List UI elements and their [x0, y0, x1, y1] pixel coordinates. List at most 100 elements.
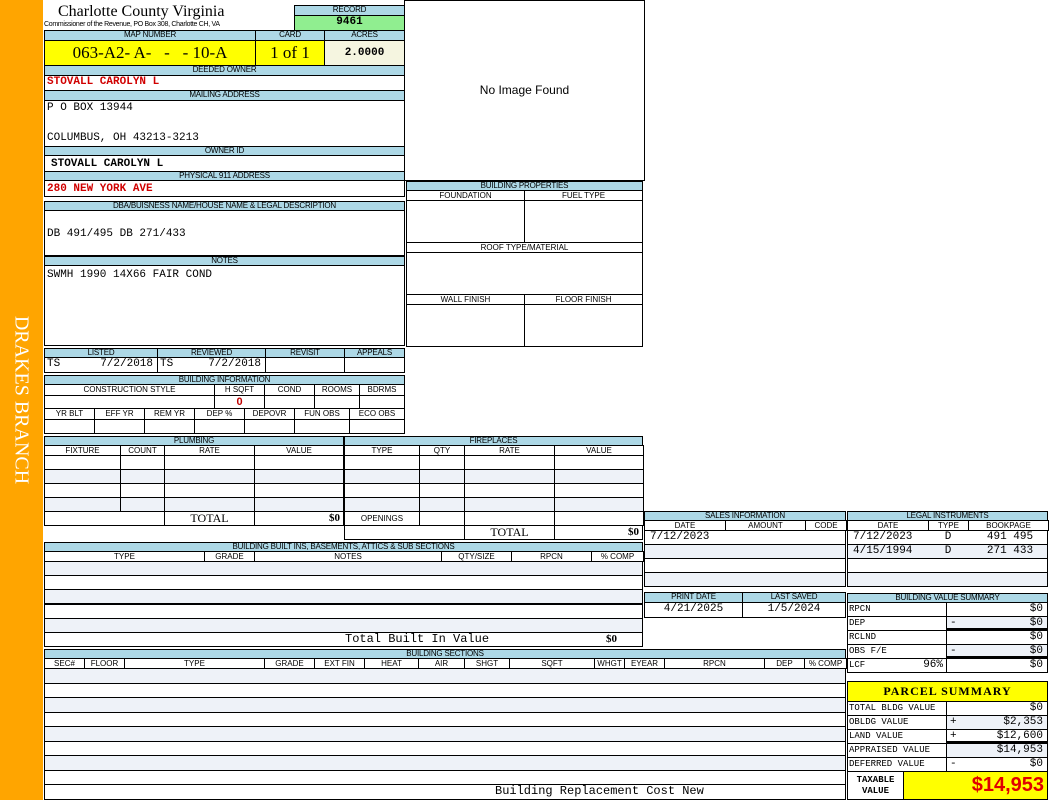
- bvs-value: $0: [1029, 645, 1043, 657]
- building-info-value: [359, 395, 405, 409]
- acres-value: 2.0000: [324, 40, 405, 66]
- plumbing-cell: [44, 469, 121, 484]
- plumbing-cell: [120, 455, 165, 470]
- building-info-value: [264, 395, 315, 409]
- built-ins-row: [44, 617, 643, 633]
- fireplace-cell: [464, 469, 555, 484]
- plumbing-cell: [254, 483, 344, 498]
- built-ins-total: $0: [606, 633, 617, 645]
- legal-date: 7/12/2023: [853, 531, 913, 543]
- parcel-summary-label: PARCEL SUMMARY: [847, 681, 1048, 702]
- parcel-label: OBLDG VALUE: [847, 715, 947, 730]
- plumbing-cell: [164, 469, 255, 484]
- built-ins-total-row: [44, 632, 643, 647]
- legal-row: [847, 572, 1048, 587]
- sales-row: [644, 558, 846, 573]
- openings-label: OPENINGS: [344, 511, 420, 526]
- bvs-label: RCLND: [847, 630, 947, 645]
- foundation-value: [406, 200, 525, 243]
- legal-row: [847, 558, 1048, 573]
- building-info-value: [44, 395, 215, 409]
- listed-by: TS: [47, 358, 61, 370]
- deeded-owner: STOVALL CAROLYN L: [44, 75, 405, 91]
- fuel-type-value: [524, 200, 643, 243]
- bvs-sign: [948, 631, 968, 644]
- bvs-value: $0: [1029, 603, 1043, 615]
- fireplace-cell: [419, 455, 465, 470]
- bvs-value: $0: [1029, 631, 1043, 643]
- legal-bookpage: 271 433: [986, 545, 1034, 557]
- parcel-value: $0: [1029, 702, 1043, 714]
- parcel-sign: [948, 744, 968, 757]
- legal-type: D: [944, 545, 952, 557]
- bvs-label: OBS F/E: [847, 644, 947, 659]
- parcel-label: DEFERRED VALUE: [847, 757, 947, 772]
- bvs-value: $0: [1029, 659, 1043, 671]
- bvs-label: DEP: [847, 616, 947, 631]
- fireplace-cell: [554, 455, 644, 470]
- parcel-label: LAND VALUE: [847, 729, 947, 744]
- bvs-sign: [948, 659, 968, 672]
- bvs-value-cell: [946, 616, 1048, 631]
- parcel-value: $2,353: [1003, 716, 1043, 728]
- notes-value: SWMH 1990 14X66 FAIR COND: [44, 265, 405, 346]
- parcel-value: $14,953: [996, 744, 1043, 756]
- mailing-line-1: P O BOX 13944: [47, 102, 133, 114]
- plumbing-total-spacer: [44, 511, 165, 526]
- property-image-placeholder: No Image Found: [404, 0, 645, 181]
- mailing-line-2: COLUMBUS, OH 43213-3213: [47, 132, 199, 144]
- legal-date: 4/15/1994: [853, 545, 913, 557]
- built-ins-row: [44, 589, 643, 605]
- fireplaces-total-label: TOTAL: [464, 525, 555, 540]
- fireplace-cell: [344, 483, 420, 498]
- building-info-value: [94, 419, 145, 434]
- plumbing-cell: [44, 483, 121, 498]
- reviewed-by: TS: [160, 358, 174, 370]
- revisit-value: [265, 357, 345, 373]
- fireplace-cell: [554, 497, 644, 512]
- reviewed-date: 7/2/2018: [208, 358, 261, 370]
- listed-date: 7/2/2018: [100, 358, 153, 370]
- plumbing-cell: [164, 497, 255, 512]
- building-info-value: [349, 419, 405, 434]
- county-title: Charlotte County Virginia: [58, 3, 225, 20]
- fireplace-cell: [344, 455, 420, 470]
- parcel-sign: +: [950, 716, 957, 728]
- plumbing-cell: [120, 497, 165, 512]
- lcf-percent: 96%: [923, 659, 943, 671]
- district-sidebar: DRAKES BRANCH: [0, 0, 43, 800]
- fireplace-cell: [554, 483, 644, 498]
- map-number: 063-A2- A- - - 10-A: [44, 40, 256, 66]
- building-info-value: [244, 419, 295, 434]
- plumbing-cell: [164, 455, 255, 470]
- roof-type-value: [406, 252, 643, 295]
- plumbing-cell: [254, 455, 344, 470]
- appeals-value: [344, 357, 405, 373]
- fireplace-openings-cell: [419, 511, 465, 526]
- built-ins-row: [44, 561, 643, 576]
- plumbing-cell: [254, 469, 344, 484]
- owner-id: STOVALL CAROLYN L: [44, 155, 405, 172]
- building-info-value: [144, 419, 195, 434]
- built-ins-row: [44, 575, 643, 591]
- fireplace-cell: [344, 497, 420, 512]
- replacement-cost-label: Building Replacement Cost New: [495, 785, 704, 798]
- plumbing-cell: [44, 497, 121, 512]
- parcel-sign: [948, 702, 968, 715]
- building-info-value: [44, 419, 95, 434]
- fireplace-total-spacer: [344, 525, 465, 540]
- bvs-sign: [948, 603, 968, 616]
- legal-bookpage: 491 495: [986, 531, 1034, 543]
- building-info-value: [194, 419, 245, 434]
- fireplace-cell: [554, 469, 644, 484]
- building-info-value: [294, 419, 350, 434]
- taxable-value-label: TAXABLE VALUE: [847, 771, 904, 800]
- parcel-label: TOTAL BLDG VALUE: [847, 701, 947, 716]
- legal-description: DB 491/495 DB 271/433: [44, 210, 405, 256]
- parcel-sign: -: [950, 758, 957, 770]
- wall-finish-value: [406, 304, 525, 347]
- parcel-value: $12,600: [996, 730, 1043, 742]
- plumbing-cell: [164, 483, 255, 498]
- fireplaces-total: $0: [554, 525, 643, 540]
- plumbing-cell: [254, 497, 344, 512]
